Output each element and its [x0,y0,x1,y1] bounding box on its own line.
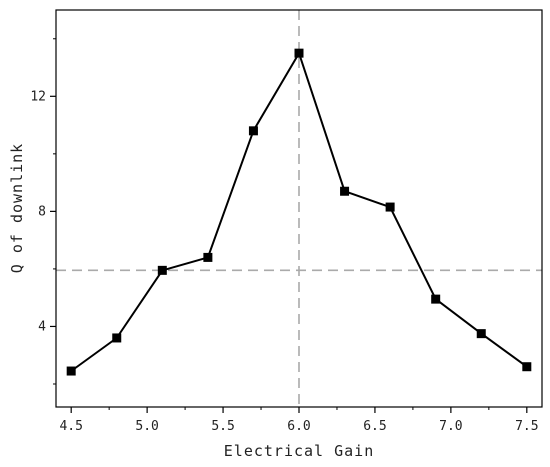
y-tick-label: 12 [30,89,46,104]
data-point-marker [157,265,167,275]
data-point-marker [112,333,122,343]
x-tick-label: 7.0 [439,419,462,434]
tick-layer: 4.5 5.0 5.5 6.0 6.5 7.0 7.5 4 8 12 [30,38,539,434]
data-point-marker [203,252,213,262]
data-point-marker [431,294,441,304]
data-point-marker [340,186,350,196]
x-tick-label: 5.5 [211,419,234,434]
x-tick-label: 6.5 [363,419,386,434]
data-point-marker [248,126,258,136]
y-tick-label: 8 [38,204,46,219]
y-tick-label: 4 [38,319,46,334]
x-tick-label: 7.5 [515,419,538,434]
data-point-marker [476,329,486,339]
data-point-marker [294,48,304,58]
series-layer [66,48,532,376]
data-point-marker [385,202,395,212]
data-point-marker [66,366,76,376]
x-axis-title: Electrical Gain [224,442,374,460]
reference-lines [56,10,542,407]
data-point-marker [522,362,532,372]
y-axis-title: Q of downlink [8,143,26,273]
x-tick-label: 6.0 [287,419,310,434]
x-tick-label: 4.5 [59,419,82,434]
x-tick-label: 5.0 [135,419,158,434]
